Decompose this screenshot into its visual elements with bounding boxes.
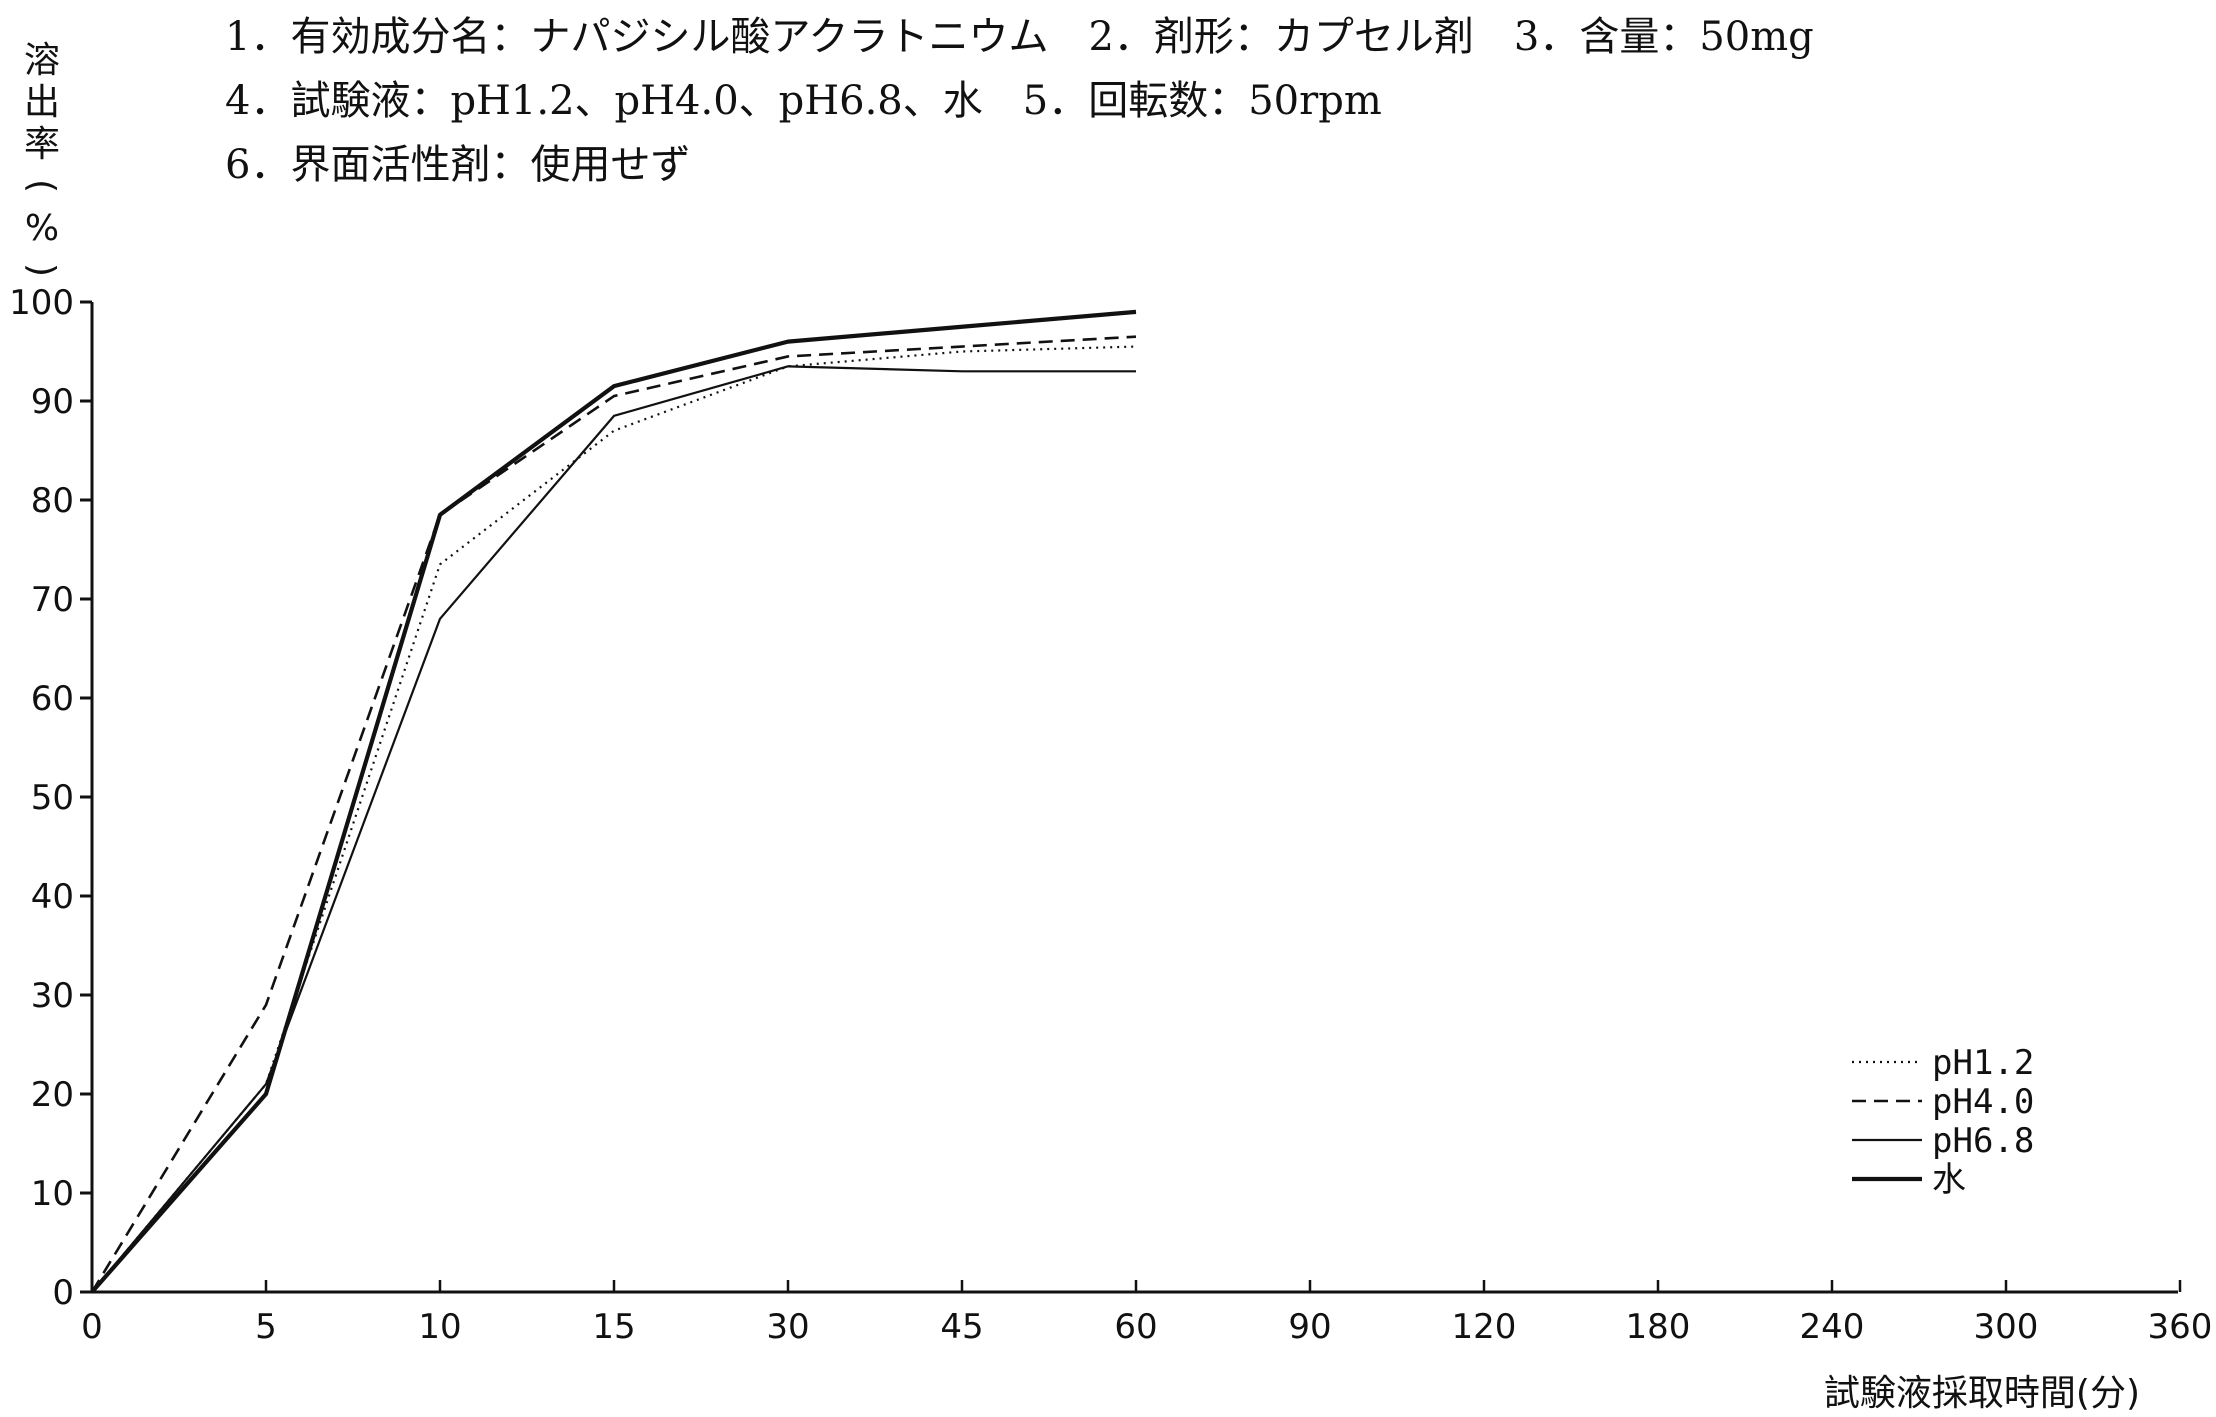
axes xyxy=(90,302,2178,1294)
y-tick-label: 0 xyxy=(52,1273,74,1313)
x-tick-label: 10 xyxy=(418,1307,461,1347)
y-axis-label-char: 溶 xyxy=(24,40,60,81)
x-tick-label: 180 xyxy=(1626,1307,1691,1347)
y-axis-label: 溶出率 (%) xyxy=(21,40,62,277)
legend-label: 水 xyxy=(1932,1160,1966,1200)
y-tick-label: 70 xyxy=(31,580,74,620)
y-axis-label-char: 率 xyxy=(24,124,60,165)
y-axis-label-char: ) xyxy=(21,263,62,277)
x-tick-label: 5 xyxy=(255,1307,277,1347)
y-tick-label: 30 xyxy=(31,976,74,1016)
x-tick-label: 360 xyxy=(2148,1307,2213,1347)
legend-label: pH6.8 xyxy=(1932,1121,2034,1161)
series-lines xyxy=(90,309,1137,1294)
y-axis-label-char: 出 xyxy=(24,82,60,123)
x-axis-label: 試験液採取時間(分) xyxy=(1824,1373,2140,1414)
x-tick-label: 45 xyxy=(940,1307,983,1347)
y-tick-label: 80 xyxy=(31,481,74,521)
header-line-2: 4．試験液：pH1.2、pH4.0、pH6.8、水 5．回転数：50rpm xyxy=(225,78,1382,124)
x-tick-label: 90 xyxy=(1288,1307,1331,1347)
series-line-pH4.0 xyxy=(90,335,1137,1293)
y-axis-label-char: ( xyxy=(21,179,62,193)
y-tick-label: 10 xyxy=(31,1174,74,1214)
header-line-3: 6．界面活性剤：使用せず xyxy=(225,142,690,188)
x-tick-label: 240 xyxy=(1800,1307,1865,1347)
x-tick-label: 30 xyxy=(766,1307,809,1347)
x-tick-label: 120 xyxy=(1452,1307,1517,1347)
x-tick-label: 0 xyxy=(81,1307,103,1347)
y-tick-label: 100 xyxy=(9,283,74,323)
header: 1．有効成分名：ナパジシル酸アクラトニウム 2．剤形：カプセル剤 3．含量：50… xyxy=(225,14,1814,188)
series-line-pH6.8 xyxy=(91,365,1136,1293)
y-ticks: 0 10 20 30 40 50 60 70 80 90 100 xyxy=(9,283,92,1313)
header-line-1: 1．有効成分名：ナパジシル酸アクラトニウム 2．剤形：カプセル剤 3．含量：50… xyxy=(225,14,1814,60)
y-axis-label-char: % xyxy=(25,208,59,249)
y-tick-label: 50 xyxy=(31,778,74,818)
series-line-pH1.2 xyxy=(91,345,1137,1293)
y-tick-label: 60 xyxy=(31,679,74,719)
x-ticks: 0 5 10 15 30 45 60 90 120 180 240 300 360 xyxy=(81,1280,2212,1347)
legend-label: pH1.2 xyxy=(1932,1043,2034,1083)
y-tick-label: 40 xyxy=(31,877,74,917)
x-tick-label: 15 xyxy=(592,1307,635,1347)
y-tick-label: 20 xyxy=(31,1075,74,1115)
x-tick-label: 300 xyxy=(1974,1307,2039,1347)
legend-label: pH4.0 xyxy=(1932,1082,2034,1122)
y-tick-label: 90 xyxy=(31,382,74,422)
x-tick-label: 60 xyxy=(1114,1307,1157,1347)
series-line-水 xyxy=(90,309,1137,1294)
